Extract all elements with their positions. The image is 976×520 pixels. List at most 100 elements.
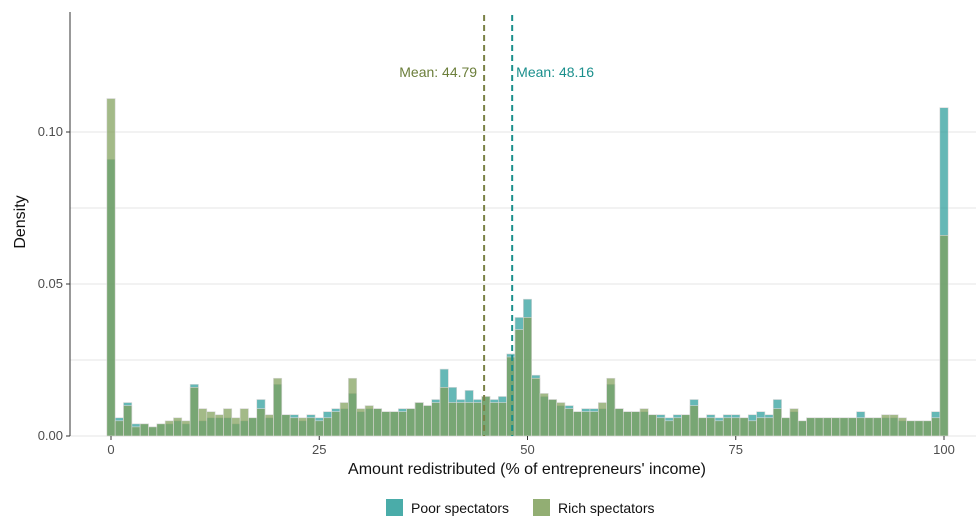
legend-swatch-poor [386,499,403,516]
bar-rich-spectators [681,414,691,437]
mean-label-rich: Mean: 44.79 [399,64,477,80]
bar-rich-spectators [439,387,449,437]
x-tick-label: 0 [107,442,114,457]
bar-rich-spectators [489,402,499,437]
bar-rich-spectators [473,402,482,437]
bar-rich-spectators [914,420,924,437]
bar-rich-spectators [573,411,582,437]
y-axis-title: Density [12,195,29,248]
bar-rich-spectators [281,414,291,437]
bar-rich-spectators [881,414,891,437]
bar-rich-spectators [797,420,807,437]
bar-rich-spectators [431,402,441,437]
bar-rich-spectators [631,411,641,437]
x-tick-label: 75 [729,442,743,457]
bar-rich-spectators [831,417,841,437]
bar-rich-spectators [306,417,316,437]
bar-rich-spectators [323,417,333,437]
bar-rich-spectators [448,402,457,437]
legend-swatch-rich [533,499,550,516]
bar-rich-spectators [239,408,249,437]
ticks-layer: 0 25 50 75 100 0.00 0.05 0.10 [38,124,955,457]
bar-rich-spectators [414,402,424,437]
bar-rich-spectators [581,411,591,437]
bar-rich-spectators [747,420,757,437]
bar-rich-spectators [131,426,141,437]
bar-rich-spectators [539,393,549,437]
bar-rich-spectators [731,417,741,437]
bar-rich-spectators [514,329,524,437]
bar-rich-spectators [264,414,274,437]
mean-label-poor: Mean: 48.16 [516,64,594,80]
bar-rich-spectators [339,402,349,437]
bar-rich-spectators [273,377,283,437]
bar-rich-spectators [889,414,899,437]
bar-rich-spectators [606,377,616,437]
bar-rich-spectators [864,417,874,437]
bar-rich-spectators [181,420,191,437]
bar-rich-spectators [764,417,774,437]
bar-rich-spectators [164,420,174,437]
bar-rich-spectators [548,399,557,437]
bar-rich-spectators [706,417,716,437]
x-axis-title: Amount redistributed (% of entrepreneurs… [348,461,706,478]
bar-rich-spectators [664,420,674,437]
bar-rich-spectators [839,417,849,437]
bar-rich-spectators [714,420,724,437]
bar-rich-spectators [289,417,299,437]
bar-rich-spectators [922,420,932,437]
bar-rich-spectators [856,417,866,437]
bar-rich-spectators [939,235,949,437]
bar-rich-spectators [506,356,516,437]
bar-rich-spectators [906,420,916,437]
bar-rich-spectators [781,417,791,437]
bar-rich-spectators [689,405,699,437]
bar-rich-spectators [931,417,941,437]
bars-layer [106,98,949,437]
bar-rich-spectators [248,417,258,437]
bar-rich-spectators [822,417,832,437]
bar-rich-spectators [656,417,666,437]
bar-rich-spectators [139,423,149,437]
bar-rich-spectators [406,408,416,437]
bar-rich-spectators [298,417,308,437]
bar-rich-spectators [789,408,799,437]
bar-rich-spectators [198,408,208,437]
bar-rich-spectators [398,411,408,437]
bar-rich-spectators [314,420,324,437]
bar-rich-spectators [523,317,532,437]
bar-rich-spectators [598,402,607,437]
bar-rich-spectators [464,402,474,437]
bar-rich-spectators [498,402,507,437]
bar-rich-spectators [223,408,233,437]
y-tick-label: 0.00 [38,428,63,443]
bar-rich-spectators [423,405,433,437]
bar-rich-spectators [156,423,166,437]
bar-rich-spectators [556,402,566,437]
bar-rich-spectators [173,417,183,437]
bar-rich-spectators [564,408,574,437]
bar-rich-spectators [256,408,266,437]
x-tick-label: 25 [312,442,326,457]
y-tick-label: 0.10 [38,124,63,139]
bar-rich-spectators [639,408,649,437]
bar-rich-spectators [231,417,241,437]
bar-rich-spectators [456,402,466,437]
bar-rich-spectators [872,417,882,437]
bar-rich-spectators [148,426,158,437]
bar-rich-spectators [481,396,491,437]
bar-rich-spectators [622,411,632,437]
bar-rich-spectators [331,411,341,437]
bar-rich-spectators [722,417,732,437]
mean-lines-layer: Mean: 44.79 Mean: 48.16 [399,15,594,436]
bar-rich-spectators [373,408,383,437]
bar-rich-spectators [847,417,857,437]
bar-rich-spectators [647,414,657,437]
bar-rich-spectators [672,417,682,437]
legend-label-rich: Rich spectators [558,500,654,516]
bar-rich-spectators [206,411,216,437]
bar-rich-spectators [114,420,124,437]
bar-rich-spectators [364,405,374,437]
legend: Poor spectators Rich spectators [386,499,654,516]
bar-rich-spectators [614,408,624,437]
